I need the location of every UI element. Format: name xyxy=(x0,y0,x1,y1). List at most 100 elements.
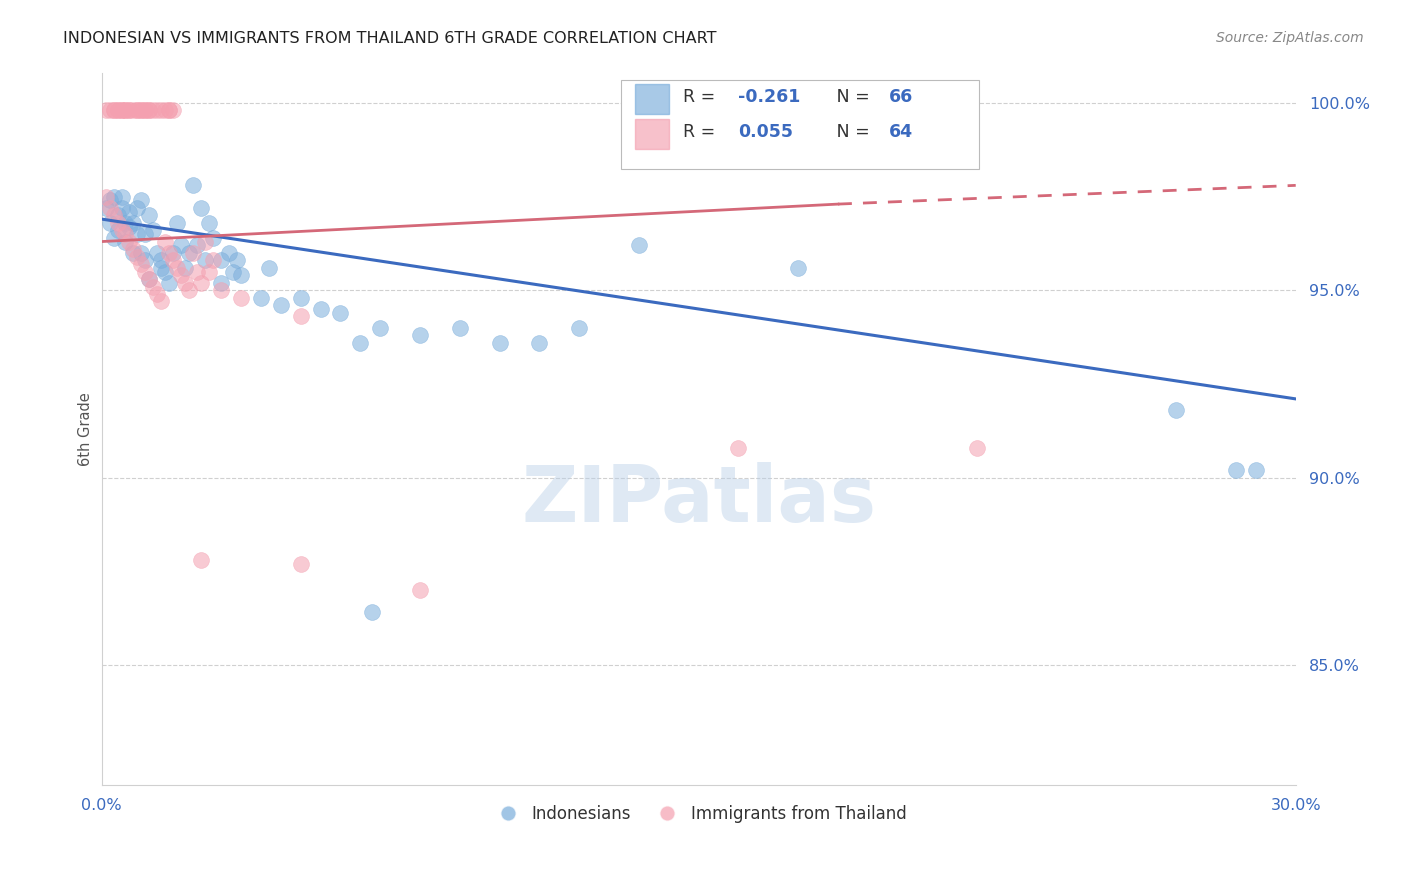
Point xyxy=(157,245,180,260)
Text: Source: ZipAtlas.com: Source: ZipAtlas.com xyxy=(1216,31,1364,45)
Point xyxy=(131,245,153,260)
Point xyxy=(198,264,221,278)
Point xyxy=(409,328,432,343)
FancyBboxPatch shape xyxy=(636,119,669,149)
Point xyxy=(488,335,510,350)
Point xyxy=(181,245,204,260)
Point xyxy=(209,283,232,297)
Point xyxy=(146,103,169,118)
Point xyxy=(190,201,212,215)
Point xyxy=(114,227,136,241)
Point xyxy=(94,189,117,203)
Point xyxy=(134,253,156,268)
Point xyxy=(966,441,988,455)
Text: 64: 64 xyxy=(889,122,912,141)
Point xyxy=(290,310,312,324)
Point xyxy=(134,264,156,278)
Point xyxy=(202,231,225,245)
Point xyxy=(229,268,252,283)
Point xyxy=(118,204,141,219)
Point xyxy=(409,582,432,597)
Point xyxy=(110,103,132,118)
Point xyxy=(127,227,149,241)
Point xyxy=(727,103,749,118)
Point xyxy=(174,260,197,275)
Text: R =: R = xyxy=(683,87,721,106)
Text: -0.261: -0.261 xyxy=(738,87,800,106)
Point xyxy=(1225,463,1247,477)
Point xyxy=(107,216,129,230)
Point xyxy=(155,264,177,278)
Point xyxy=(146,287,169,301)
Point xyxy=(186,264,208,278)
Point xyxy=(138,103,160,118)
Point xyxy=(166,216,188,230)
Text: ZIPatlas: ZIPatlas xyxy=(522,462,876,538)
Point xyxy=(198,216,221,230)
Point xyxy=(114,103,136,118)
Y-axis label: 6th Grade: 6th Grade xyxy=(79,392,93,466)
Point xyxy=(787,260,810,275)
Point xyxy=(1166,403,1188,417)
Point xyxy=(166,260,188,275)
Point xyxy=(107,103,129,118)
Point xyxy=(157,276,180,290)
Point xyxy=(118,219,141,234)
Point xyxy=(170,268,193,283)
Point xyxy=(179,283,201,297)
Point xyxy=(107,208,129,222)
Point xyxy=(138,208,160,222)
Point xyxy=(529,335,551,350)
Text: N =: N = xyxy=(821,122,876,141)
FancyBboxPatch shape xyxy=(636,84,669,114)
Point xyxy=(190,553,212,567)
Point xyxy=(209,253,232,268)
Point xyxy=(162,245,184,260)
Point xyxy=(194,235,217,249)
Text: 0.055: 0.055 xyxy=(738,122,793,141)
Point xyxy=(127,250,149,264)
Point xyxy=(162,103,184,118)
Point xyxy=(229,291,252,305)
Point xyxy=(146,245,169,260)
Point xyxy=(122,245,145,260)
Point xyxy=(162,253,184,268)
Point xyxy=(127,103,149,118)
Point xyxy=(157,103,180,118)
Point xyxy=(98,194,121,208)
Point xyxy=(118,103,141,118)
Point xyxy=(209,276,232,290)
Point xyxy=(114,103,136,118)
Point xyxy=(134,103,156,118)
Point xyxy=(257,260,280,275)
Point xyxy=(290,291,312,305)
Point xyxy=(134,227,156,241)
Point xyxy=(1244,463,1267,477)
Point xyxy=(103,103,125,118)
Point xyxy=(157,103,180,118)
Point xyxy=(142,103,165,118)
Point xyxy=(290,557,312,571)
Point xyxy=(107,223,129,237)
Point xyxy=(250,291,273,305)
Point xyxy=(361,606,384,620)
Point xyxy=(110,189,132,203)
Point xyxy=(131,103,153,118)
Point xyxy=(122,103,145,118)
Point xyxy=(309,301,332,316)
Point xyxy=(190,276,212,290)
Text: R =: R = xyxy=(683,122,721,141)
Point xyxy=(627,238,650,252)
Point xyxy=(103,208,125,222)
Point xyxy=(150,260,173,275)
Point xyxy=(155,103,177,118)
Text: INDONESIAN VS IMMIGRANTS FROM THAILAND 6TH GRADE CORRELATION CHART: INDONESIAN VS IMMIGRANTS FROM THAILAND 6… xyxy=(63,31,717,46)
Text: N =: N = xyxy=(821,87,876,106)
Point xyxy=(138,103,160,118)
Point xyxy=(110,201,132,215)
Point xyxy=(170,238,193,252)
Point xyxy=(226,253,249,268)
Point xyxy=(174,276,197,290)
Point xyxy=(449,320,471,334)
Point xyxy=(98,201,121,215)
